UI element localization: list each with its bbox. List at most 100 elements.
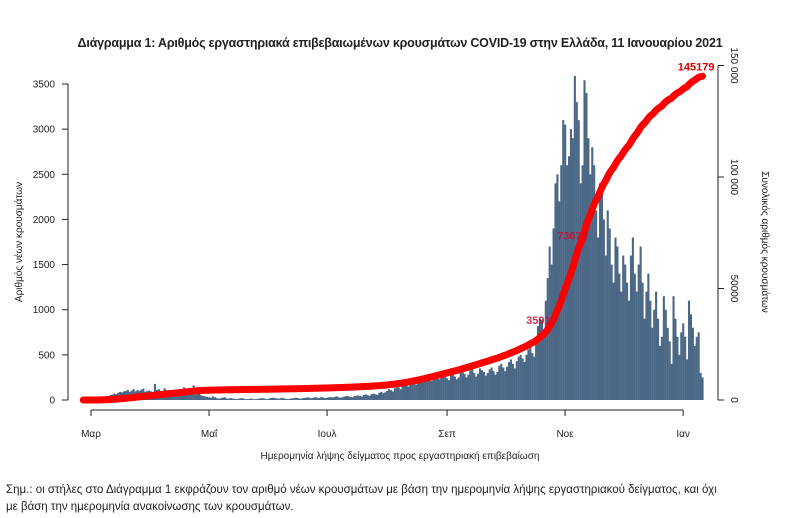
bar <box>320 396 323 400</box>
cumulative-line-layer: 35910 73679 145179 <box>79 61 715 404</box>
bar <box>600 192 603 400</box>
bar <box>465 377 468 400</box>
bar <box>360 396 364 400</box>
bar <box>262 398 265 400</box>
bar <box>546 278 549 400</box>
bar <box>670 363 673 400</box>
note-line-2: με βάση την ημερομηνία ανακοίνωσης των κ… <box>6 501 294 513</box>
bar <box>422 381 425 400</box>
bar <box>407 386 410 400</box>
y2-tick-label: 100 000 <box>728 159 739 196</box>
bar <box>488 369 491 400</box>
bar <box>355 395 358 400</box>
bar <box>254 399 257 400</box>
bar <box>440 376 443 400</box>
cumulative-label: 145179 <box>678 61 715 73</box>
bar <box>343 396 346 400</box>
y-tick-label: 2500 <box>33 170 56 181</box>
bar <box>384 392 387 400</box>
bar <box>657 318 660 400</box>
bar <box>208 397 211 400</box>
bar <box>655 291 658 400</box>
bar <box>331 397 335 400</box>
bar <box>219 398 222 400</box>
y2-axis-title: Συνολικός αριθμός κρουσμάτων <box>759 171 771 313</box>
bar <box>554 183 557 400</box>
bar <box>279 398 282 400</box>
bar <box>206 396 209 400</box>
bar <box>258 398 261 400</box>
bar <box>264 398 267 400</box>
bar <box>674 318 677 400</box>
bar <box>639 246 642 400</box>
y-tick-label: 3500 <box>33 80 56 91</box>
bar <box>457 377 460 400</box>
bar <box>287 399 290 400</box>
y-tick-label: 2000 <box>33 215 56 226</box>
bar <box>500 363 503 400</box>
cumulative-line <box>79 72 706 404</box>
bar <box>188 390 191 400</box>
bar <box>233 398 236 400</box>
bar <box>664 309 667 400</box>
bar <box>246 399 249 400</box>
bar <box>629 255 633 400</box>
bar <box>635 291 638 400</box>
bar <box>347 396 350 400</box>
bar <box>302 398 305 400</box>
bar <box>304 397 307 400</box>
bar <box>411 381 414 400</box>
bar <box>616 246 619 400</box>
bar <box>326 397 329 400</box>
bar <box>622 255 625 400</box>
bar <box>380 391 383 400</box>
bar <box>544 300 547 400</box>
x-tick-label: Ιουλ <box>318 429 337 440</box>
bar <box>556 174 559 400</box>
bar <box>382 393 385 400</box>
bar <box>509 359 513 400</box>
bar <box>595 210 598 400</box>
bar <box>413 381 416 400</box>
chart-title: Διάγραμμα 1: Αριθμός εργαστηριακά επιβεβ… <box>77 36 723 50</box>
bar <box>455 379 458 400</box>
bar <box>515 361 518 400</box>
bar <box>624 264 627 400</box>
bar <box>362 395 365 400</box>
bar <box>231 398 234 400</box>
bar <box>374 394 377 400</box>
bar <box>660 336 663 400</box>
bar <box>196 391 199 400</box>
bar <box>293 398 296 400</box>
bar <box>335 396 338 400</box>
bar <box>297 398 300 400</box>
bar <box>519 354 522 400</box>
y-tick-label: 3000 <box>33 125 56 136</box>
bar <box>535 341 538 400</box>
bar <box>560 165 563 400</box>
bar <box>217 398 220 400</box>
bar <box>682 323 685 400</box>
bar <box>651 327 654 400</box>
bar <box>564 124 567 400</box>
bar <box>409 382 412 400</box>
bar <box>190 392 193 400</box>
bar <box>194 394 197 400</box>
y-tick-label: 1000 <box>33 305 56 316</box>
bar <box>604 255 607 400</box>
bar <box>275 398 278 400</box>
bar <box>210 397 213 400</box>
bar <box>701 377 704 400</box>
bar <box>428 378 431 400</box>
bar <box>186 391 189 400</box>
bar <box>579 183 582 400</box>
bar <box>426 376 429 400</box>
bar <box>517 356 520 400</box>
x-tick-label: Ιαν <box>676 429 690 440</box>
bar <box>484 375 487 400</box>
bar <box>697 332 700 400</box>
bar <box>612 282 615 400</box>
bar <box>256 398 259 400</box>
bar <box>525 354 528 400</box>
